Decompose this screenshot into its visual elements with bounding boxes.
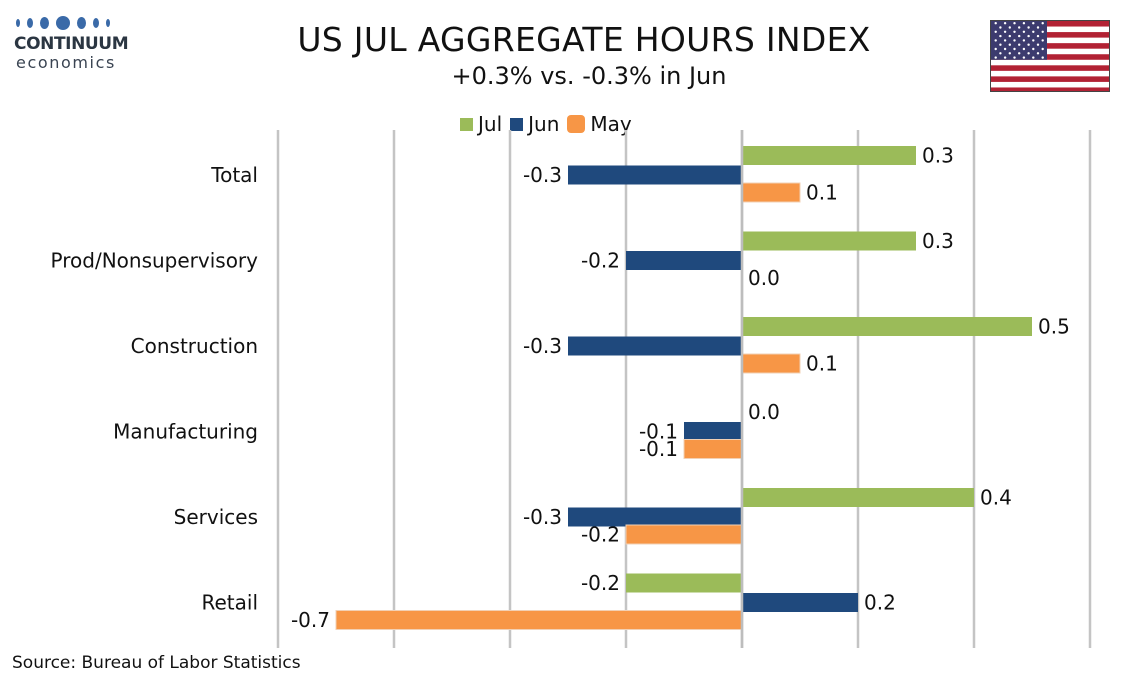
us-flag-icon (990, 20, 1110, 92)
data-label: -0.2 (581, 249, 620, 273)
bar-jul (742, 317, 1032, 336)
bar-may (741, 353, 801, 374)
legend-label: Jun (528, 112, 560, 136)
legend-label: Jul (478, 112, 503, 136)
bar-jul (742, 488, 974, 507)
bar-jul (742, 146, 916, 165)
category-label: Total (210, 163, 258, 187)
data-label: -0.3 (523, 505, 562, 529)
data-label: -0.7 (291, 608, 330, 632)
logo-dots (14, 14, 139, 32)
data-label: -0.1 (639, 420, 678, 444)
chart-subtitle: +0.3% vs. -0.3% in Jun (451, 62, 727, 90)
legend-swatch (510, 117, 524, 131)
legend-item-jul: Jul (460, 112, 502, 136)
source-note: Source: Bureau of Labor Statistics (12, 653, 301, 673)
category-label: Services (174, 505, 258, 529)
chart-title: US JUL AGGREGATE HOURS INDEX (297, 20, 871, 59)
bar-jul (626, 573, 742, 593)
bar-may (741, 182, 801, 203)
data-label: -0.1 (639, 437, 678, 461)
data-label: 0.0 (748, 400, 780, 424)
logo-subtext: economics (16, 53, 116, 72)
bar-may (335, 610, 743, 630)
category-label: Manufacturing (113, 420, 258, 444)
bar-jul (742, 231, 916, 251)
logo-wordmark: CONTINUUM (14, 34, 129, 54)
bar-jun (626, 251, 742, 270)
chart-legend: Jul Jun May (460, 112, 640, 136)
legend-swatch (567, 115, 586, 133)
category-label: Retail (201, 591, 258, 615)
data-label: 0.0 (748, 266, 780, 290)
data-label: 0.3 (922, 229, 954, 253)
data-label: -0.3 (523, 163, 562, 187)
bar-jun (742, 593, 858, 612)
data-label: -0.3 (523, 334, 562, 358)
category-label: Prod/Nonsupervisory (51, 249, 259, 273)
data-label: 0.2 (864, 591, 896, 615)
data-label: 0.1 (806, 352, 838, 376)
bar-may (683, 439, 743, 459)
data-label: 0.4 (980, 486, 1012, 510)
data-label: 0.3 (922, 144, 954, 168)
bar-jun (568, 336, 742, 356)
bar-may (625, 524, 743, 545)
legend-item-jun: Jun (510, 112, 559, 136)
data-label: 0.5 (1038, 315, 1070, 339)
data-label: -0.2 (581, 571, 620, 595)
data-label: -0.2 (581, 523, 620, 547)
bar-jun (568, 165, 742, 185)
bar-jun (568, 507, 742, 527)
bar-jun (684, 422, 742, 441)
legend-swatch (460, 117, 473, 131)
data-label: 0.1 (806, 181, 838, 205)
category-label: Construction (131, 334, 258, 358)
continuum-logo: CONTINUUM economics (14, 14, 139, 76)
